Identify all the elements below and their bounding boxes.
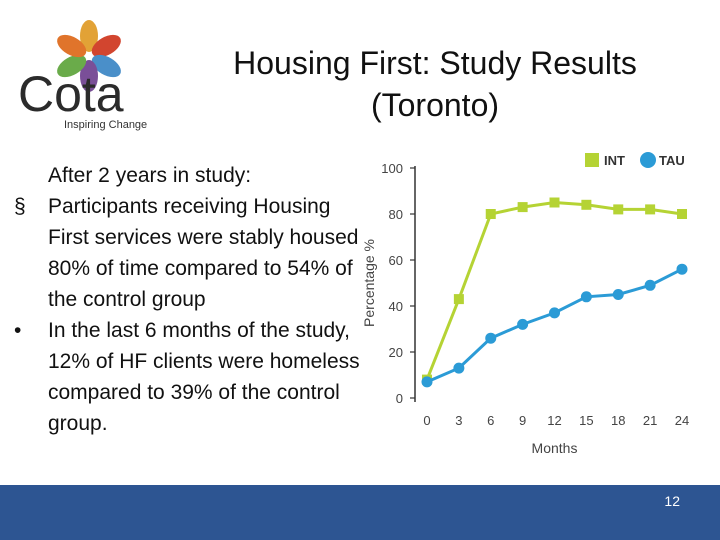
- x-tick-label: 6: [487, 413, 494, 428]
- data-point-tau: [644, 279, 656, 291]
- series-line-int: [425, 200, 683, 381]
- page-number: 12: [664, 493, 680, 509]
- data-point-tau: [485, 332, 497, 344]
- y-tick-label: 0: [396, 391, 403, 406]
- housing-chart: Percentage % Months 0 20 40 60 80 100 0 3 6 9 12 1…: [360, 150, 710, 465]
- x-tick-label: 21: [643, 413, 657, 428]
- data-point-tau: [421, 376, 433, 388]
- cota-logo: Cota Inspiring Change: [14, 18, 164, 134]
- x-tick-label: 18: [611, 413, 625, 428]
- data-point-int: [581, 199, 592, 210]
- legend-swatch-int: [585, 153, 599, 167]
- x-tick-label: 9: [519, 413, 526, 428]
- title-line-2: (Toronto): [370, 87, 500, 123]
- footer-bar: 12: [0, 485, 720, 540]
- square-bullet-icon: §: [14, 195, 26, 218]
- chart-svg: Percentage % Months 0 20 40 60 80 100 0 3 6 9 12 1…: [361, 152, 689, 456]
- data-point-int: [613, 204, 624, 215]
- legend-label-tau: TAU: [659, 153, 685, 168]
- data-point-int: [453, 294, 464, 305]
- data-point-int: [645, 204, 656, 215]
- x-axis-label: Months: [532, 440, 578, 456]
- dot-bullet-icon: •: [14, 319, 22, 342]
- data-point-tau: [580, 291, 592, 303]
- logo-hands-icon: [57, 20, 121, 92]
- data-point-int: [677, 209, 687, 219]
- y-tick-label: 100: [381, 161, 403, 176]
- data-point-tau: [612, 289, 624, 300]
- bullet-list: After 2 years in study: § Participants r…: [14, 160, 364, 439]
- logo-tagline: Inspiring Change: [64, 119, 147, 131]
- data-point-int: [485, 209, 496, 219]
- x-tick-label: 3: [455, 413, 462, 428]
- x-tick-label: 15: [579, 413, 593, 428]
- y-tick-label: 80: [389, 207, 403, 222]
- bullet-item: § Participants receiving Housing First s…: [14, 191, 364, 315]
- y-tick-label: 20: [389, 345, 403, 360]
- x-tick-label: 0: [423, 413, 430, 428]
- data-point-tau: [676, 263, 688, 275]
- legend-swatch-tau: [640, 152, 656, 168]
- data-point-int: [517, 202, 528, 213]
- legend-label-int: INT: [604, 153, 625, 168]
- bullet-text: In the last 6 months of the study, 12% o…: [48, 319, 360, 435]
- y-tick-label: 40: [389, 299, 403, 314]
- title-line-1: Housing First: Study Results: [233, 45, 637, 81]
- x-tick-label: 12: [547, 413, 561, 428]
- bullet-item: • In the last 6 months of the study, 12%…: [14, 315, 364, 439]
- y-axis-label: Percentage %: [361, 239, 377, 327]
- bullet-intro: After 2 years in study:: [48, 164, 252, 187]
- logo-wordmark: Cota: [18, 66, 124, 122]
- bullet-text: Participants receiving Housing First ser…: [48, 195, 359, 311]
- data-point-int: [549, 197, 560, 208]
- x-tick-label: 24: [675, 413, 689, 428]
- data-point-tau: [453, 362, 465, 374]
- data-point-tau: [517, 318, 529, 330]
- data-point-tau: [549, 307, 560, 319]
- y-tick-label: 60: [389, 253, 403, 268]
- slide-title: Housing First: Study Results (Toronto): [170, 42, 700, 126]
